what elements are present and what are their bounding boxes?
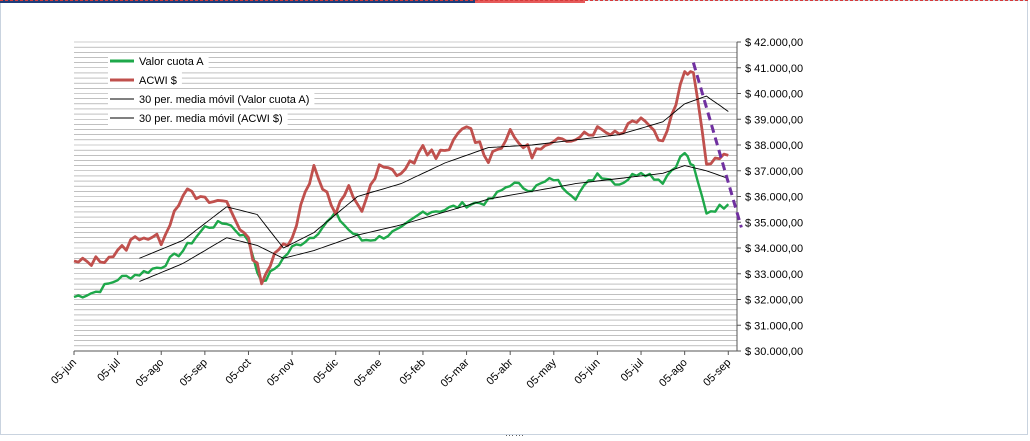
top-accent-blue [0,0,475,3]
x-tick-label: 05-jul [619,357,647,385]
y-tick-label: $ 33.000,00 [745,269,803,281]
legend-label: Valor cuota A [139,56,204,68]
legend-bg [108,72,182,88]
trend-annotation-line [691,62,743,228]
x-tick-label: 05-ene [352,357,385,390]
x-tick-label: 05-nov [265,356,298,389]
x-tick-label: 05-sep [178,357,210,389]
legend: Valor cuota A ACWI $ 30 per. media móvil (… [108,53,315,126]
x-tick-label: 05-ago [657,357,690,390]
y-tick-label: $ 31.000,00 [745,320,803,332]
y-tick-label: $ 35.000,00 [745,217,803,229]
legend-label: 30 per. media móvil (ACWI $) [139,113,283,125]
legend-label: 30 per. media móvil (Valor cuota A) [139,94,309,106]
x-tick-label: 05-jun [49,357,79,387]
y-tick-label: $ 32.000,00 [745,295,803,307]
resize-grip-icon[interactable]: ⋯⋯ [505,430,525,440]
series-line-2 [139,165,729,282]
x-tick-label: 05-abr [484,356,515,387]
legend-bg [108,91,315,107]
y-tick-label: $ 37.000,00 [745,166,803,178]
x-tick-label: 05-ago [134,357,167,390]
x-tick-label: 05-feb [398,357,429,388]
y-tick-label: $ 34.000,00 [745,243,803,255]
legend-bg [108,53,209,69]
grid-lines [74,41,737,352]
legend-label: ACWI $ [139,75,177,87]
y-tick-label: $ 39.000,00 [745,114,803,126]
y-tick-label: $ 30.000,00 [745,346,803,358]
x-tick-label: 05-mar [439,356,472,389]
x-tick-label: 05-dic [311,356,341,386]
legend-bg [108,110,288,126]
series-lines [73,62,743,299]
y-tick-label: $ 41.000,00 [745,63,803,75]
x-tick-label: 05-may [524,356,559,391]
series-line-3 [139,95,729,259]
x-tick-label: 05-oct [223,357,253,387]
x-tick-label: 05-jun [572,357,602,387]
selection-border-dashed [0,0,1028,1]
series-line-1 [73,70,729,286]
top-accent-strip [0,0,585,3]
top-accent-red [475,0,585,3]
y-tick-label: $ 42.000,00 [745,37,803,49]
x-tick-label: 05-sep [701,357,733,389]
y-tick-label: $ 40.000,00 [745,89,803,101]
y-tick-label: $ 36.000,00 [745,192,803,204]
x-tick-label: 05-jul [95,357,123,385]
series-line-0 [73,151,730,299]
y-tick-label: $ 38.000,00 [745,140,803,152]
